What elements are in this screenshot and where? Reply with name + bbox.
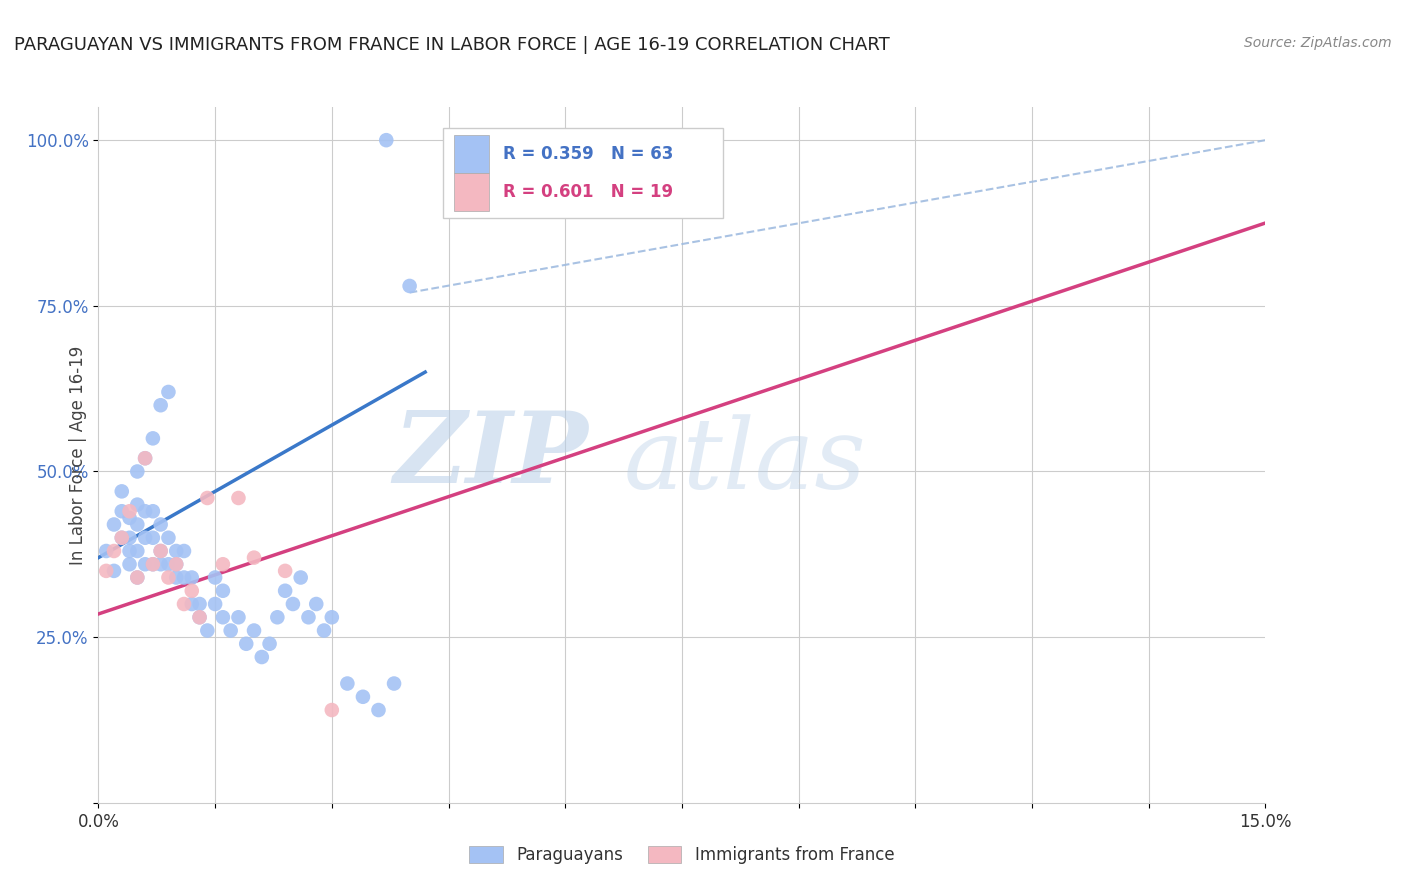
Point xyxy=(219,624,242,638)
Point xyxy=(266,610,288,624)
Point xyxy=(195,491,218,505)
Point xyxy=(398,279,420,293)
Point xyxy=(111,531,134,545)
Point xyxy=(212,558,235,572)
Point xyxy=(180,597,202,611)
Point xyxy=(111,484,134,499)
Point xyxy=(127,465,149,479)
Point xyxy=(180,570,202,584)
Point xyxy=(336,676,359,690)
Point xyxy=(127,570,149,584)
Point xyxy=(157,531,180,545)
Point xyxy=(305,597,328,611)
Point xyxy=(173,597,195,611)
Point xyxy=(297,610,319,624)
FancyBboxPatch shape xyxy=(443,128,723,219)
Text: Source: ZipAtlas.com: Source: ZipAtlas.com xyxy=(1244,36,1392,50)
Point xyxy=(204,570,226,584)
Point xyxy=(173,544,195,558)
Bar xyxy=(454,135,489,173)
Point xyxy=(118,544,141,558)
Point xyxy=(165,558,187,572)
Point xyxy=(281,597,304,611)
Point xyxy=(103,517,125,532)
Point xyxy=(142,558,165,572)
Point xyxy=(103,564,125,578)
Point xyxy=(274,564,297,578)
Point xyxy=(165,544,187,558)
Point xyxy=(149,544,172,558)
Point xyxy=(96,564,118,578)
Point xyxy=(111,504,134,518)
Point xyxy=(157,384,180,399)
Point xyxy=(165,558,187,572)
Point xyxy=(118,531,141,545)
Point xyxy=(127,544,149,558)
Point xyxy=(290,570,312,584)
Point xyxy=(142,531,165,545)
Point xyxy=(188,610,211,624)
Point xyxy=(321,703,343,717)
Point xyxy=(142,431,165,445)
Point xyxy=(180,583,202,598)
Point xyxy=(375,133,398,147)
Point xyxy=(96,544,118,558)
Point xyxy=(321,610,343,624)
Point xyxy=(118,511,141,525)
Point xyxy=(142,504,165,518)
Point xyxy=(118,558,141,572)
Point xyxy=(212,583,235,598)
Point xyxy=(103,544,125,558)
Point xyxy=(188,597,211,611)
Point xyxy=(352,690,374,704)
Point xyxy=(228,610,250,624)
Point xyxy=(127,570,149,584)
Point xyxy=(243,550,266,565)
Text: ZIP: ZIP xyxy=(394,407,589,503)
Point xyxy=(118,504,141,518)
Point xyxy=(165,570,187,584)
Point xyxy=(259,637,281,651)
Point xyxy=(274,583,297,598)
Point xyxy=(149,517,172,532)
Point xyxy=(235,637,257,651)
Point xyxy=(142,558,165,572)
Point xyxy=(250,650,273,665)
Legend: Paraguayans, Immigrants from France: Paraguayans, Immigrants from France xyxy=(463,839,901,871)
Point xyxy=(382,676,405,690)
Point xyxy=(127,517,149,532)
Point xyxy=(134,451,156,466)
Point xyxy=(127,498,149,512)
Point xyxy=(134,504,156,518)
Point xyxy=(212,610,235,624)
Point xyxy=(149,558,172,572)
Point xyxy=(157,558,180,572)
Point xyxy=(195,624,218,638)
Point xyxy=(243,624,266,638)
Text: R = 0.601   N = 19: R = 0.601 N = 19 xyxy=(503,183,673,201)
Y-axis label: In Labor Force | Age 16-19: In Labor Force | Age 16-19 xyxy=(69,345,87,565)
Point xyxy=(111,531,134,545)
Point xyxy=(157,570,180,584)
Point xyxy=(173,570,195,584)
Point xyxy=(149,544,172,558)
Point xyxy=(134,531,156,545)
Point xyxy=(204,597,226,611)
Bar xyxy=(454,173,489,211)
Point xyxy=(312,624,335,638)
Point xyxy=(134,558,156,572)
Point xyxy=(367,703,389,717)
Text: PARAGUAYAN VS IMMIGRANTS FROM FRANCE IN LABOR FORCE | AGE 16-19 CORRELATION CHAR: PARAGUAYAN VS IMMIGRANTS FROM FRANCE IN … xyxy=(14,36,890,54)
Point xyxy=(671,133,693,147)
Text: R = 0.359   N = 63: R = 0.359 N = 63 xyxy=(503,145,673,162)
Point xyxy=(149,398,172,412)
Point xyxy=(188,610,211,624)
Point xyxy=(228,491,250,505)
Text: atlas: atlas xyxy=(624,414,866,509)
Point xyxy=(134,451,156,466)
